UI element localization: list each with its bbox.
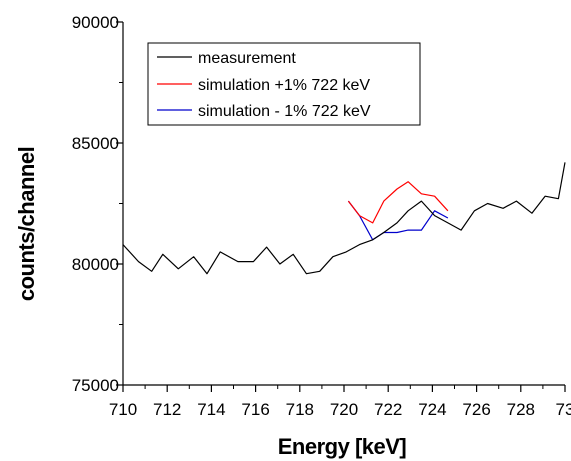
y-axis-title: counts/channel	[14, 147, 39, 301]
legend-label-measurement: measurement	[198, 50, 296, 67]
y-ticks: 75000 80000 85000 90000	[72, 13, 123, 395]
x-tick-label: 722	[374, 400, 402, 419]
x-tick-label: 712	[153, 400, 181, 419]
x-tick-label: 720	[330, 400, 358, 419]
y-tick-label: 75000	[72, 376, 119, 395]
series-line-0	[122, 162, 566, 275]
legend-label-simulation-minus: simulation - 1% 722 keV	[198, 103, 371, 120]
x-tick-label: 714	[197, 400, 225, 419]
series-line-1	[347, 181, 449, 224]
series-layer	[122, 162, 566, 275]
x-tick-label: 726	[462, 400, 490, 419]
series-line-2	[347, 200, 449, 241]
x-tick-label: 724	[418, 400, 446, 419]
y-tick-label: 90000	[72, 13, 119, 32]
y-tick-label: 80000	[72, 255, 119, 274]
x-tick-label: 716	[241, 400, 269, 419]
legend-box	[147, 42, 421, 126]
x-tick-label: 718	[286, 400, 314, 419]
x-tick-label: 73	[556, 400, 571, 419]
x-ticks: 710 712 714 716 718 720 722 724 726 728 73	[109, 385, 571, 419]
y-tick-label: 85000	[72, 134, 119, 153]
x-tick-label: 710	[109, 400, 137, 419]
x-axis-title: Energy [keV]	[278, 434, 407, 459]
legend: measurement simulation +1% 722 keV simul…	[147, 42, 421, 126]
legend-label-simulation-plus: simulation +1% 722 keV	[198, 77, 370, 94]
x-tick-label: 728	[507, 400, 535, 419]
